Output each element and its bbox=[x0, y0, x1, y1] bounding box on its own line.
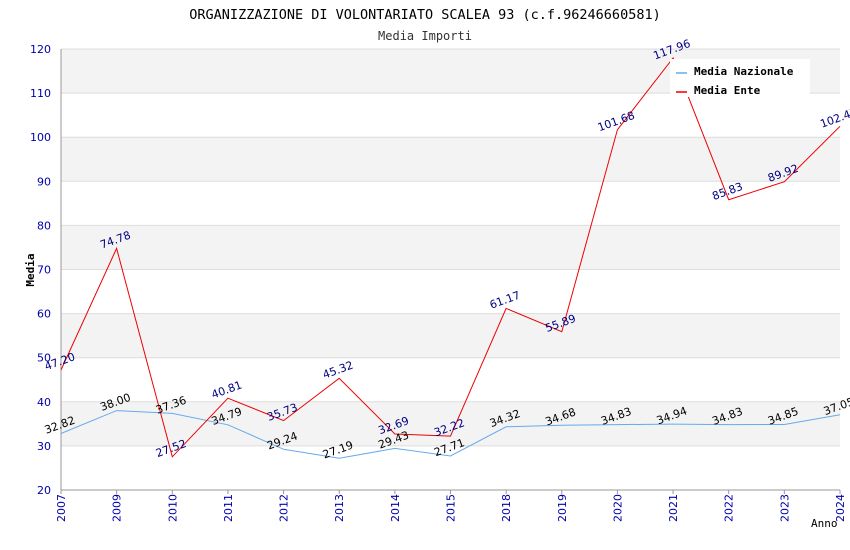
x-tick-label: 2007 bbox=[55, 494, 68, 522]
y-tick-label: 50 bbox=[37, 352, 51, 365]
x-tick-label: 2021 bbox=[667, 494, 680, 522]
x-tick-label: 2018 bbox=[500, 494, 513, 522]
y-tick-label: 40 bbox=[37, 396, 51, 409]
y-tick-label: 90 bbox=[37, 175, 51, 188]
grid-band bbox=[61, 269, 840, 314]
y-tick-label: 80 bbox=[37, 219, 51, 232]
legend-label-media-nazionale: Media Nazionale bbox=[694, 65, 794, 78]
grid-band bbox=[61, 181, 840, 226]
series-lines bbox=[60, 56, 841, 459]
y-tick-label: 20 bbox=[37, 484, 51, 497]
chart-subtitle: Media Importi bbox=[378, 29, 472, 43]
y-tick-label: 30 bbox=[37, 440, 51, 453]
y-tick-label: 60 bbox=[37, 308, 51, 321]
grid-band bbox=[61, 401, 840, 446]
grid-band bbox=[61, 357, 840, 402]
grid-band bbox=[61, 93, 840, 138]
x-axis-label: Anno bbox=[811, 517, 838, 530]
x-tick-label: 2009 bbox=[111, 494, 124, 522]
x-tick-label: 2013 bbox=[333, 494, 346, 522]
series-line-media-ente bbox=[60, 56, 841, 458]
x-tick-label: 2011 bbox=[222, 494, 235, 522]
y-tick-labels: 20 30 40 50 60 70 80 90 100 110 120 bbox=[30, 43, 51, 497]
y-tick-label: 110 bbox=[30, 87, 51, 100]
series-line-media-nazionale bbox=[60, 410, 841, 459]
x-tick-label: 2012 bbox=[278, 494, 291, 522]
legend-label-media-ente: Media Ente bbox=[694, 84, 761, 97]
chart-title: ORGANIZZAZIONE DI VOLONTARIATO SCALEA 93… bbox=[189, 7, 660, 23]
x-tick-label: 2014 bbox=[389, 494, 402, 522]
y-tick-label: 70 bbox=[37, 264, 51, 277]
grid-band bbox=[61, 225, 840, 270]
legend: Media Nazionale Media Ente bbox=[670, 59, 810, 97]
grid-band bbox=[61, 445, 840, 490]
x-tick-label: 2022 bbox=[723, 494, 736, 522]
y-tick-label: 120 bbox=[30, 43, 51, 56]
x-tick-label: 2015 bbox=[445, 494, 458, 522]
x-tick-label: 2019 bbox=[556, 494, 569, 522]
grid-band bbox=[61, 313, 840, 358]
y-tick-label: 100 bbox=[30, 131, 51, 144]
plot-background bbox=[61, 49, 840, 490]
x-tick-label: 2020 bbox=[611, 494, 624, 522]
grid-band bbox=[61, 137, 840, 182]
x-tick-label: 2010 bbox=[166, 494, 179, 522]
legend-box bbox=[670, 59, 810, 97]
x-tick-labels: 2007 2009 2010 2011 2012 2013 2014 2015 2018 2019… bbox=[55, 490, 847, 522]
x-tick-label: 2023 bbox=[778, 494, 791, 522]
x-tick-label: 2024 bbox=[834, 494, 847, 522]
y-axis-label: Media bbox=[24, 253, 37, 286]
